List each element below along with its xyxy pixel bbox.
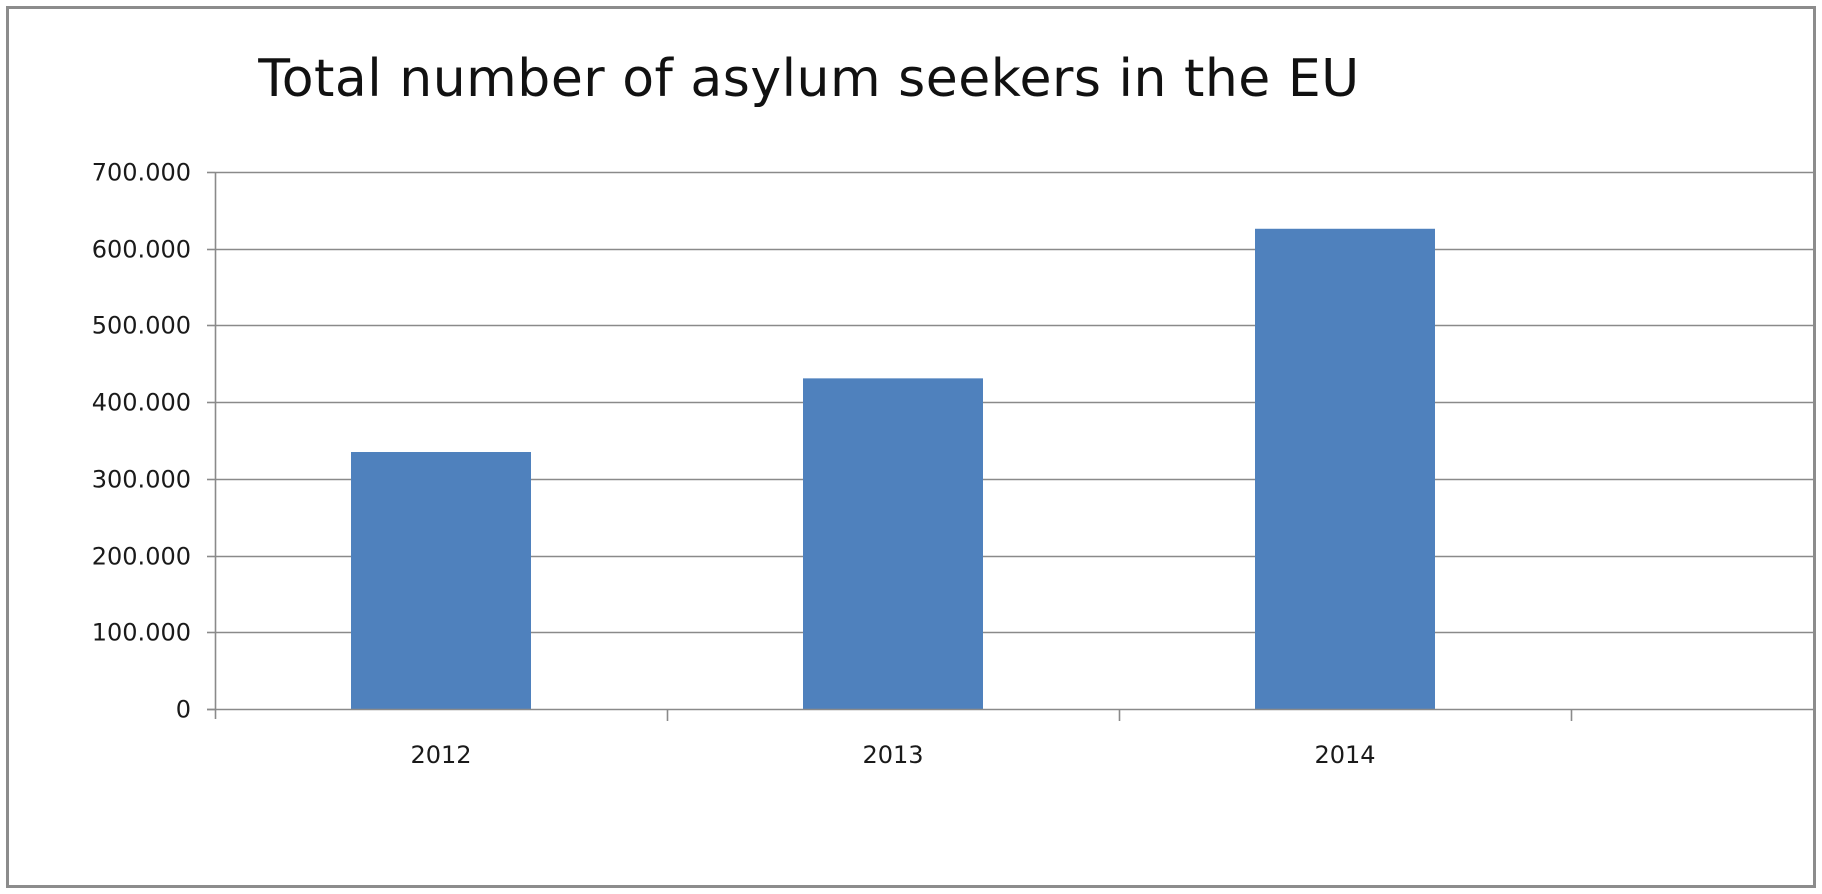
bar-2014	[1255, 228, 1435, 710]
y-tick-label: 600.000	[92, 236, 191, 264]
bars	[351, 228, 1435, 710]
y-tick-label: 200.000	[92, 543, 191, 571]
y-tick-label: 700.000	[92, 159, 191, 187]
bar-2013	[803, 378, 983, 709]
y-tick-label: 100.000	[92, 619, 191, 647]
y-tick-label: 0	[176, 696, 191, 724]
x-tick-label-2013: 2013	[862, 741, 923, 769]
bar-2012	[351, 452, 531, 709]
x-axis-tick-labels: 2012 2013 2014	[410, 741, 1375, 769]
y-tick-label: 400.000	[92, 389, 191, 417]
chart-frame: Total number of asylum seekers in the EU…	[6, 6, 1816, 888]
x-tick-label-2014: 2014	[1314, 741, 1375, 769]
y-axis-tick-labels: 0 100.000 200.000 300.000 400.000 500.000 600.…	[92, 159, 191, 724]
bar-chart: 0 100.000 200.000 300.000 400.000 500.000 600.…	[92, 159, 1813, 769]
x-tick-label-2012: 2012	[410, 741, 471, 769]
y-tick-label: 300.000	[92, 466, 191, 494]
y-tick-label: 500.000	[92, 312, 191, 340]
x-axis	[207, 172, 1813, 721]
chart-title: Total number of asylum seekers in the EU	[258, 49, 1360, 109]
